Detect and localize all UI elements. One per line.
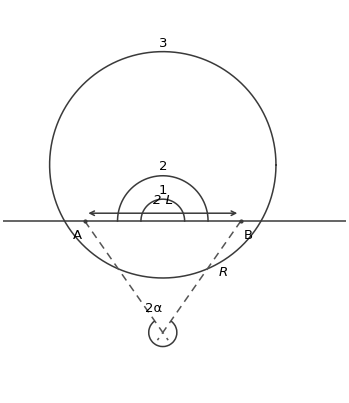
Text: R: R: [219, 266, 228, 279]
Text: 1: 1: [158, 184, 167, 197]
Text: A: A: [73, 229, 82, 242]
Text: 2α: 2α: [145, 302, 162, 315]
Text: B: B: [244, 229, 253, 242]
Text: 3: 3: [158, 37, 167, 50]
Text: 2: 2: [158, 160, 167, 172]
Text: 2 L: 2 L: [153, 194, 173, 207]
